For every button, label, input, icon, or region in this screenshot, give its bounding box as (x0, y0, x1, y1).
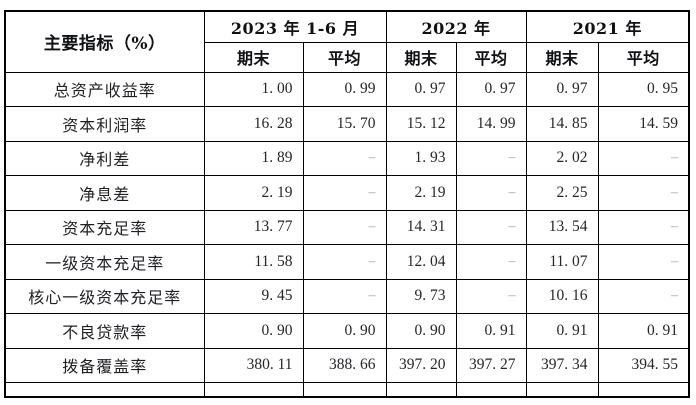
cell-value: – (455, 244, 527, 280)
cell-value: – (597, 278, 690, 314)
cell-value: 15. 12 (385, 106, 457, 142)
col-group-2022: 2022 年 (385, 10, 527, 43)
cell-value: 11. 07 (525, 244, 599, 280)
row-label: 资本充足率 (4, 209, 205, 245)
cell-value: 14. 59 (597, 106, 690, 142)
row-label: 资本利润率 (4, 106, 205, 142)
cell-value: 11. 58 (203, 244, 304, 280)
cell-value: – (597, 140, 690, 176)
cell-value: 2. 19 (203, 175, 304, 211)
cell-value: – (455, 175, 527, 211)
col-group-2023: 2023 年 1-6 月 (203, 10, 387, 43)
cell-value: 14. 85 (525, 106, 599, 142)
table-row: 总资产收益率 1. 00 0. 99 0. 97 0. 97 0. 97 0. … (4, 71, 690, 107)
financial-indicators-table: 主要指标（%） 2023 年 1-6 月 2022 年 2021 年 期末 平均… (4, 10, 691, 398)
subheader-2023-period-end: 期末 (203, 41, 304, 73)
row-label: 净利差 (4, 140, 205, 176)
subheader-2022-period-end: 期末 (385, 41, 457, 73)
table-row: 一级资本充足率 11. 58 – 12. 04 – 11. 07 – (4, 244, 690, 280)
cell-value: 12. 04 (385, 244, 457, 280)
cell-value: – (302, 209, 387, 245)
cell-value: 397. 27 (455, 347, 527, 383)
cell-value: 10. 16 (525, 278, 599, 314)
cell-value (597, 382, 690, 397)
row-label: 拨备覆盖率 (4, 347, 205, 383)
cell-value: 1. 93 (385, 140, 457, 176)
cell-value (203, 382, 304, 397)
row-label: 一级资本充足率 (4, 244, 205, 280)
subheader-2021-average: 平均 (597, 41, 690, 73)
cell-value: – (302, 278, 387, 314)
table-row-clipped (4, 382, 690, 397)
table-row: 拨备覆盖率 380. 11 388. 66 397. 20 397. 27 39… (4, 347, 690, 383)
cell-value: 9. 73 (385, 278, 457, 314)
cell-value: 0. 97 (455, 71, 527, 107)
cell-value: 380. 11 (203, 347, 304, 383)
cell-value (455, 382, 527, 397)
cell-value: 0. 90 (203, 313, 304, 349)
row-label: 总资产收益率 (4, 71, 205, 107)
cell-value: 0. 91 (455, 313, 527, 349)
cell-value: 1. 00 (203, 71, 304, 107)
cell-value: 0. 91 (525, 313, 599, 349)
table-row: 资本利润率 16. 28 15. 70 15. 12 14. 99 14. 85… (4, 106, 690, 142)
cell-value: – (597, 209, 690, 245)
table-row: 核心一级资本充足率 9. 45 – 9. 73 – 10. 16 – (4, 278, 690, 314)
cell-value: 0. 97 (525, 71, 599, 107)
cell-value (525, 382, 599, 397)
cell-value: – (302, 140, 387, 176)
cell-value: 1. 89 (203, 140, 304, 176)
cell-value: 0. 95 (597, 71, 690, 107)
cell-value: 397. 34 (525, 347, 599, 383)
cell-value: – (455, 278, 527, 314)
cell-value: 13. 54 (525, 209, 599, 245)
cell-value: – (455, 140, 527, 176)
cell-value: 2. 02 (525, 140, 599, 176)
cell-value: 16. 28 (203, 106, 304, 142)
cell-value: 14. 99 (455, 106, 527, 142)
cell-value: 2. 25 (525, 175, 599, 211)
subheader-2023-average: 平均 (302, 41, 387, 73)
cell-value: – (302, 244, 387, 280)
cell-value: 0. 99 (302, 71, 387, 107)
cell-value: 14. 31 (385, 209, 457, 245)
cell-value: 2. 19 (385, 175, 457, 211)
row-label (4, 382, 205, 397)
cell-value: 0. 90 (302, 313, 387, 349)
cell-value: 0. 97 (385, 71, 457, 107)
table-row: 资本充足率 13. 77 – 14. 31 – 13. 54 – (4, 209, 690, 245)
cell-value: 0. 90 (385, 313, 457, 349)
cell-value: 388. 66 (302, 347, 387, 383)
table-row: 不良贷款率 0. 90 0. 90 0. 90 0. 91 0. 91 0. 9… (4, 313, 690, 349)
table-row: 净息差 2. 19 – 2. 19 – 2. 25 – (4, 175, 690, 211)
cell-value: – (302, 175, 387, 211)
cell-value (302, 382, 387, 397)
table-row: 净利差 1. 89 – 1. 93 – 2. 02 – (4, 140, 690, 176)
col-group-2021: 2021 年 (525, 10, 690, 43)
cell-value: 13. 77 (203, 209, 304, 245)
header-row-subcolumns: 期末 平均 期末 平均 期末 平均 (5, 41, 690, 73)
cell-value: 15. 70 (302, 106, 387, 142)
row-label: 不良贷款率 (4, 313, 205, 349)
subheader-2021-period-end: 期末 (525, 41, 599, 73)
subheader-2022-average: 平均 (455, 41, 527, 73)
row-label: 净息差 (4, 175, 205, 211)
cell-value: – (597, 244, 690, 280)
header-row-years: 主要指标（%） 2023 年 1-6 月 2022 年 2021 年 (4, 10, 690, 73)
corner-header-main-indicators: 主要指标（%） (4, 10, 205, 73)
cell-value: 394. 55 (597, 347, 690, 383)
cell-value: 9. 45 (203, 278, 304, 314)
cell-value: 397. 20 (385, 347, 457, 383)
cell-value: – (597, 175, 690, 211)
cell-value: 0. 91 (597, 313, 690, 349)
cell-value (385, 382, 457, 397)
row-label: 核心一级资本充足率 (4, 278, 205, 314)
cell-value: – (455, 209, 527, 245)
